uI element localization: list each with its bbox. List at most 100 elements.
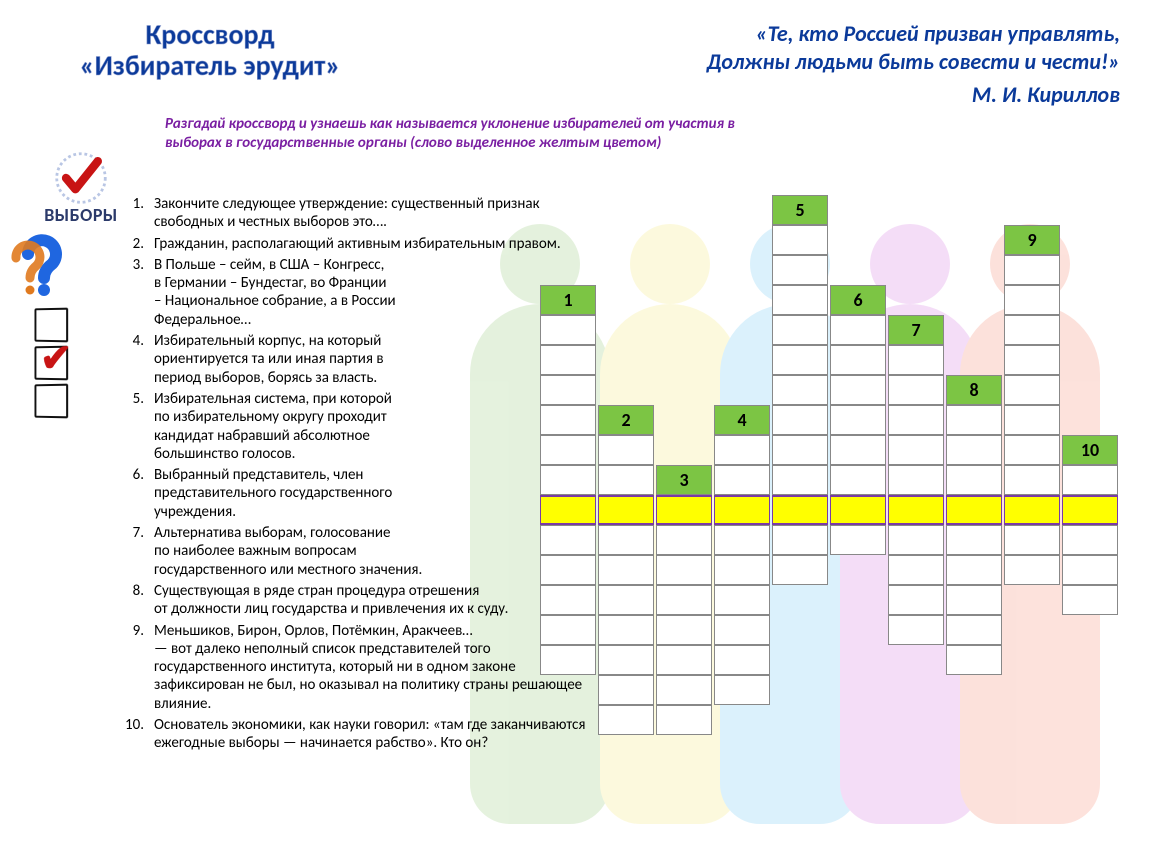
grid-cell[interactable] <box>598 645 654 675</box>
grid-cell[interactable] <box>772 495 828 525</box>
grid-cell[interactable] <box>540 525 596 555</box>
grid-cell[interactable] <box>598 495 654 525</box>
grid-cell[interactable] <box>540 645 596 675</box>
grid-cell[interactable] <box>946 525 1002 555</box>
grid-cell[interactable] <box>714 645 770 675</box>
grid-cell[interactable] <box>888 585 944 615</box>
grid-cell[interactable] <box>656 675 712 705</box>
grid-cell[interactable] <box>1004 285 1060 315</box>
grid-cell[interactable] <box>1062 555 1118 585</box>
grid-cell[interactable] <box>888 405 944 435</box>
grid-cell[interactable] <box>540 465 596 495</box>
grid-cell[interactable] <box>772 345 828 375</box>
grid-cell[interactable] <box>1004 405 1060 435</box>
grid-cell[interactable] <box>1062 465 1118 495</box>
grid-cell[interactable] <box>772 315 828 345</box>
grid-cell[interactable] <box>656 645 712 675</box>
grid-cell[interactable] <box>888 525 944 555</box>
grid-cell[interactable] <box>598 615 654 645</box>
grid-cell[interactable] <box>540 375 596 405</box>
grid-cell[interactable] <box>772 435 828 465</box>
grid-cell[interactable] <box>656 525 712 555</box>
grid-cell[interactable] <box>1004 495 1060 525</box>
grid-cell[interactable] <box>714 555 770 585</box>
clue-text: Избирательный корпус, на который ориенти… <box>154 332 738 387</box>
grid-cell[interactable] <box>1004 345 1060 375</box>
grid-cell[interactable] <box>598 435 654 465</box>
grid-cell[interactable] <box>540 555 596 585</box>
grid-cell[interactable] <box>830 405 886 435</box>
grid-cell[interactable] <box>714 465 770 495</box>
grid-cell[interactable] <box>888 435 944 465</box>
grid-cell[interactable] <box>540 585 596 615</box>
grid-cell[interactable] <box>540 315 596 345</box>
grid-cell[interactable] <box>1004 555 1060 585</box>
grid-cell[interactable] <box>772 465 828 495</box>
grid-cell[interactable] <box>888 555 944 585</box>
grid-cell[interactable] <box>714 615 770 645</box>
grid-cell[interactable] <box>656 615 712 645</box>
grid-cell[interactable] <box>598 465 654 495</box>
grid-cell[interactable] <box>656 555 712 585</box>
grid-cell[interactable] <box>714 525 770 555</box>
grid-cell[interactable] <box>946 615 1002 645</box>
grid-cell[interactable] <box>772 375 828 405</box>
grid-cell[interactable] <box>888 345 944 375</box>
grid-cell[interactable] <box>946 465 1002 495</box>
grid-cell[interactable] <box>888 465 944 495</box>
grid-cell[interactable] <box>772 285 828 315</box>
grid-cell[interactable] <box>656 705 712 735</box>
grid-cell[interactable] <box>1004 375 1060 405</box>
grid-cell[interactable] <box>946 435 1002 465</box>
grid-cell[interactable] <box>1004 315 1060 345</box>
grid-cell[interactable] <box>830 375 886 405</box>
grid-cell[interactable] <box>888 615 944 645</box>
grid-cell[interactable] <box>714 675 770 705</box>
grid-column-header: 5 <box>772 195 828 225</box>
grid-cell[interactable] <box>1062 495 1118 525</box>
grid-cell[interactable] <box>598 585 654 615</box>
grid-cell[interactable] <box>1004 255 1060 285</box>
title-line2: «Избиратель эрудит» <box>80 48 341 83</box>
grid-cell[interactable] <box>714 585 770 615</box>
clue-number: 5. <box>118 390 144 463</box>
grid-cell[interactable] <box>888 375 944 405</box>
grid-cell[interactable] <box>714 435 770 465</box>
grid-cell[interactable] <box>1062 585 1118 615</box>
grid-cell[interactable] <box>888 495 944 525</box>
grid-cell[interactable] <box>1062 525 1118 555</box>
grid-cell[interactable] <box>598 555 654 585</box>
grid-cell[interactable] <box>830 465 886 495</box>
grid-cell[interactable] <box>1004 435 1060 465</box>
grid-cell[interactable] <box>830 315 886 345</box>
grid-cell[interactable] <box>772 225 828 255</box>
grid-cell[interactable] <box>830 435 886 465</box>
grid-cell[interactable] <box>830 525 886 555</box>
grid-column-header: 2 <box>598 405 654 435</box>
grid-cell[interactable] <box>540 405 596 435</box>
grid-cell[interactable] <box>598 525 654 555</box>
grid-cell[interactable] <box>540 435 596 465</box>
grid-column-header: 4 <box>714 405 770 435</box>
grid-cell[interactable] <box>830 345 886 375</box>
grid-cell[interactable] <box>946 405 1002 435</box>
grid-cell[interactable] <box>830 495 886 525</box>
grid-cell[interactable] <box>656 585 712 615</box>
grid-cell[interactable] <box>946 585 1002 615</box>
grid-cell[interactable] <box>772 255 828 285</box>
grid-cell[interactable] <box>772 555 828 585</box>
grid-cell[interactable] <box>946 495 1002 525</box>
grid-cell[interactable] <box>946 555 1002 585</box>
grid-cell[interactable] <box>540 495 596 525</box>
grid-cell[interactable] <box>656 495 712 525</box>
grid-cell[interactable] <box>772 405 828 435</box>
grid-cell[interactable] <box>1004 465 1060 495</box>
grid-cell[interactable] <box>598 705 654 735</box>
grid-cell[interactable] <box>540 615 596 645</box>
grid-cell[interactable] <box>714 495 770 525</box>
grid-cell[interactable] <box>598 675 654 705</box>
grid-cell[interactable] <box>540 345 596 375</box>
grid-cell[interactable] <box>772 525 828 555</box>
grid-cell[interactable] <box>1004 525 1060 555</box>
grid-cell[interactable] <box>946 645 1002 675</box>
